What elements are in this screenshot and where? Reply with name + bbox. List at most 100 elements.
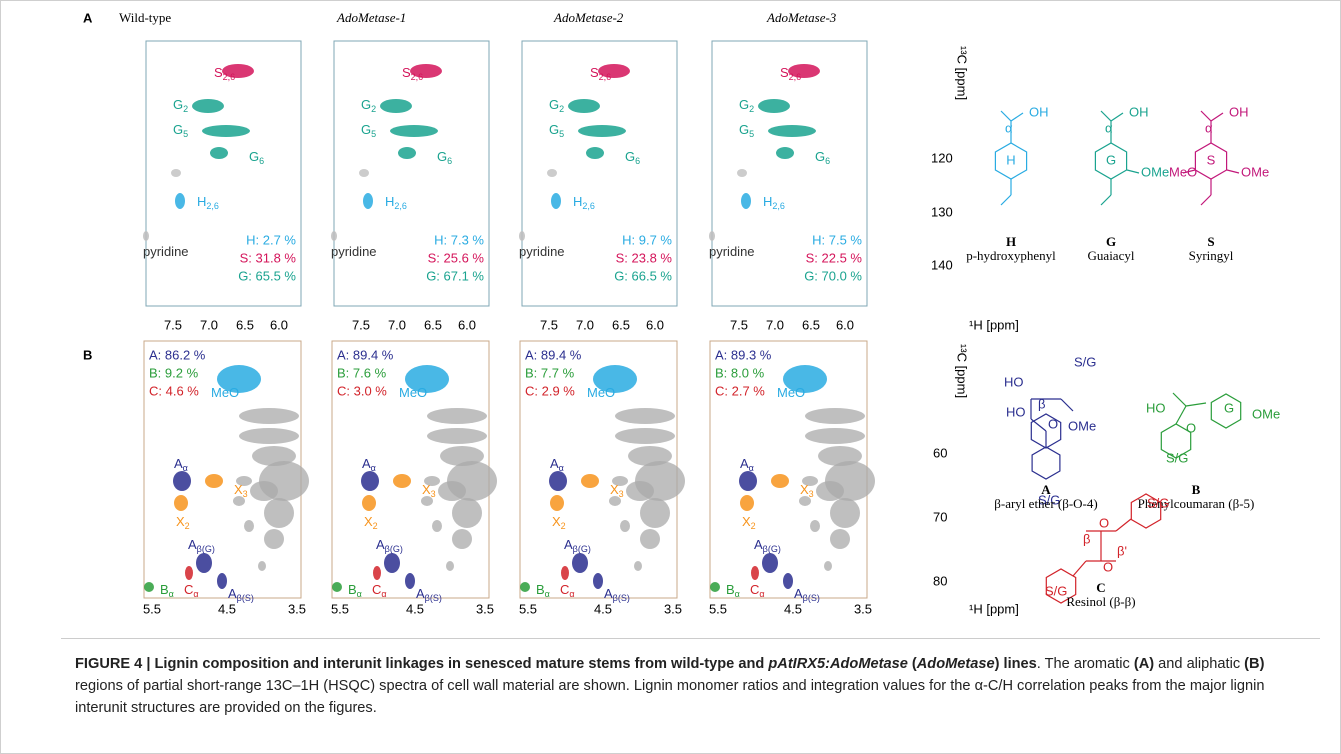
bond	[1176, 406, 1186, 424]
peak-label-sub: α	[381, 589, 386, 599]
cross-peak	[549, 471, 567, 491]
x-axis-label: ¹H [ppm]	[969, 601, 1019, 616]
structure-letter: C	[1096, 580, 1105, 595]
peak-label-sub: 2,6	[206, 201, 219, 211]
peak-label: G6	[249, 149, 264, 166]
gray-peak	[640, 498, 670, 528]
atom-label: OMe	[1141, 164, 1169, 179]
cross-peak	[519, 231, 525, 241]
peak-label: Bα	[160, 582, 174, 599]
peak-label-sub: β(S)	[237, 593, 254, 603]
peak-label-sub: 2	[183, 104, 188, 114]
peak-label: G2	[361, 97, 376, 114]
gray-peak	[634, 561, 642, 571]
x-tick-label: 6.5	[802, 317, 820, 332]
gray-peak	[810, 520, 820, 532]
bond	[1073, 561, 1086, 576]
cross-peak	[578, 125, 626, 137]
ratio: A: 89.4 %	[337, 347, 394, 362]
ratio: H: 9.7 %	[622, 232, 672, 247]
cross-peak	[572, 553, 588, 573]
atom-label: OMe	[1241, 164, 1269, 179]
cross-peak	[586, 147, 604, 159]
peak-label: G6	[437, 149, 452, 166]
peak-label-main: G	[361, 122, 371, 137]
peak-label-main: MeO	[587, 385, 615, 400]
y-tick-label: 140	[931, 257, 953, 272]
peak-label: H2,6	[197, 194, 219, 211]
ratio: A: 89.4 %	[525, 347, 582, 362]
peak-label-sub: 6	[259, 156, 264, 166]
peak-label-main: A	[604, 586, 613, 601]
gray-peak	[264, 498, 294, 528]
peak-label-main: pyridine	[519, 244, 565, 259]
peak-label-sub: 2,6	[582, 201, 595, 211]
bond	[1011, 113, 1023, 121]
cross-peak	[363, 193, 373, 209]
x-tick-label: 7.5	[730, 317, 748, 332]
gray-peak	[816, 481, 844, 501]
peak-label: Aα	[174, 456, 188, 473]
cross-peak	[331, 231, 337, 241]
ratio: C: 3.0 %	[337, 383, 387, 398]
peak-label: G5	[361, 122, 376, 139]
x-tick-label: 6.5	[236, 317, 254, 332]
ratio: G: 65.5 %	[238, 268, 296, 283]
peak-label: Aα	[362, 456, 376, 473]
y-tick-label: 70	[933, 509, 947, 524]
cross-peak	[390, 125, 438, 137]
peak-label: X2	[552, 514, 566, 531]
peak-label-main: X	[176, 514, 185, 529]
cross-peak	[143, 231, 149, 241]
peak-label-main: B	[536, 582, 545, 597]
bond	[1101, 195, 1111, 205]
atom-label: S/G	[1045, 583, 1067, 598]
ratio: S: 22.5 %	[806, 250, 863, 265]
x-tick-label: 7.0	[200, 317, 218, 332]
peak-label-sub: α	[371, 463, 376, 473]
ratio: H: 7.3 %	[434, 232, 484, 247]
atom-label: β'	[1117, 543, 1127, 558]
peak-label-sub: 2,6	[599, 72, 612, 82]
peak-label-main: X	[610, 482, 619, 497]
peak-label-sub: β(S)	[803, 593, 820, 603]
x-tick-label: 6.0	[270, 317, 288, 332]
peak-label-main: G	[739, 122, 749, 137]
gray-peak	[830, 529, 850, 549]
peak-label-main: pyridine	[331, 244, 377, 259]
peak-label-main: X	[552, 514, 561, 529]
y-axis-label: ¹³C [ppm]	[955, 344, 970, 398]
ratio: S: 31.8 %	[240, 250, 297, 265]
atom-label: HO	[1006, 404, 1026, 419]
peak-label-sub: α	[749, 463, 754, 473]
cross-peak	[568, 99, 600, 113]
ratio: A: 89.3 %	[715, 347, 772, 362]
peak-label-sub: 2	[751, 521, 756, 531]
cross-peak	[741, 193, 751, 209]
cross-peak	[710, 582, 720, 592]
peak-label: H2,6	[385, 194, 407, 211]
peak-label-main: MeO	[399, 385, 427, 400]
y-tick-label: 120	[931, 150, 953, 165]
x-tick-label: 7.0	[576, 317, 594, 332]
peak-label: X2	[176, 514, 190, 531]
peak-label-sub: 2	[559, 104, 564, 114]
cross-peak	[173, 471, 191, 491]
cross-peak	[581, 474, 599, 488]
panel-letter: A	[83, 10, 93, 25]
bond	[1227, 170, 1239, 173]
x-tick-label: 7.0	[388, 317, 406, 332]
peak-label-sub: α	[183, 463, 188, 473]
peak-label: Cα	[750, 582, 765, 599]
cross-peak	[771, 474, 789, 488]
peak-label-main: A	[416, 586, 425, 601]
atom-label: OMe	[1252, 406, 1280, 421]
structure-name: Syringyl	[1189, 248, 1234, 263]
peak-label-main: G	[173, 97, 183, 112]
atom-label: O	[1186, 420, 1196, 435]
peak-label: G6	[625, 149, 640, 166]
bond	[1186, 403, 1206, 406]
peak-label-main: A	[754, 537, 763, 552]
cross-peak	[593, 573, 603, 589]
cross-peak	[751, 566, 759, 580]
